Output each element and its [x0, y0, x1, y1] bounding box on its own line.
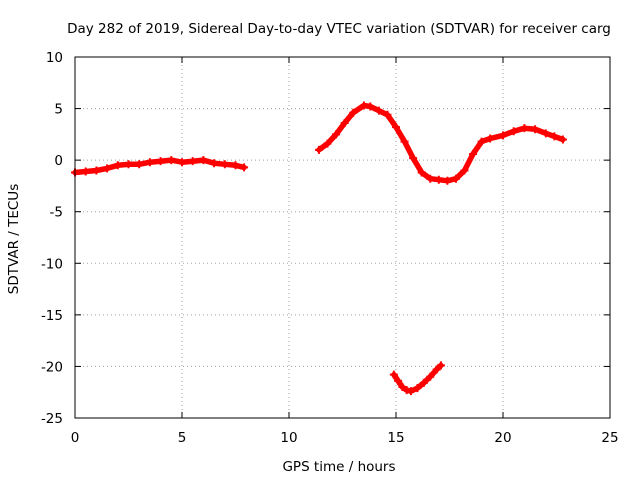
data-point	[366, 102, 375, 111]
chart-title: Day 282 of 2019, Sidereal Day-to-day VTE…	[67, 21, 611, 37]
data-point	[240, 163, 249, 172]
plot-frame	[74, 56, 611, 419]
data-point	[92, 166, 101, 175]
data-point	[434, 175, 443, 184]
data-point	[409, 154, 418, 163]
y-tick-label: -10	[41, 256, 63, 272]
series-segment-2	[314, 101, 567, 185]
data-point	[340, 119, 349, 128]
data-point	[499, 131, 507, 140]
y-tick-label: 10	[46, 50, 63, 66]
x-tick-label: 10	[280, 430, 297, 446]
data-point	[413, 384, 422, 393]
data-point	[188, 157, 197, 166]
x-tick-label: 0	[71, 430, 80, 446]
data-point	[451, 174, 460, 183]
data-point	[486, 134, 495, 143]
data-point	[178, 158, 186, 167]
data-point	[231, 161, 240, 170]
data-point	[436, 361, 445, 370]
series-line	[316, 102, 566, 184]
grid-lines	[75, 57, 610, 418]
data-point	[135, 160, 144, 169]
data-point	[383, 110, 392, 119]
data-point	[402, 386, 411, 395]
data-point	[550, 132, 559, 141]
data-point	[392, 123, 400, 132]
x-tick-label: 20	[494, 430, 511, 446]
data-point	[520, 124, 529, 133]
y-tick-label: -5	[50, 205, 63, 221]
data-point	[394, 376, 403, 385]
data-point	[389, 370, 398, 379]
data-point	[541, 129, 550, 138]
data-point	[124, 160, 133, 169]
y-axis-label: SDTVAR / TECUs	[6, 184, 22, 294]
axis-ticks: 0 5 10 15 20 25 10 5 0 -5 -10 -15 -20 -25	[41, 50, 619, 446]
y-tick-label: -15	[41, 308, 63, 324]
data-point	[167, 156, 176, 165]
data-point	[332, 130, 341, 139]
data-point	[374, 106, 383, 115]
data-point	[400, 137, 409, 146]
data-point	[210, 159, 219, 168]
data-point	[398, 383, 407, 392]
data-point	[314, 145, 323, 154]
data-point	[469, 149, 478, 158]
data-point	[558, 135, 567, 144]
data-point	[359, 101, 368, 110]
data-point	[323, 139, 332, 148]
data-point	[199, 156, 208, 165]
y-tick-label: 0	[54, 153, 63, 169]
x-axis-label: GPS time / hours	[282, 459, 395, 475]
data-point	[156, 157, 165, 166]
series-line	[391, 362, 444, 394]
data-point	[103, 164, 112, 173]
data-point	[220, 160, 229, 169]
data-point	[460, 166, 469, 175]
data-point	[417, 168, 426, 177]
data-point	[81, 167, 90, 176]
data-point	[509, 127, 518, 136]
data-point	[349, 108, 358, 117]
x-tick-label: 15	[387, 430, 404, 446]
data-point	[113, 161, 122, 170]
x-tick-label: 5	[178, 430, 187, 446]
series-segment-3	[389, 361, 445, 396]
y-tick-label: -25	[41, 411, 63, 427]
data-point	[419, 378, 428, 387]
data-point	[145, 158, 154, 167]
data-series	[71, 101, 567, 396]
data-point	[426, 174, 435, 183]
y-tick-label: -20	[41, 359, 63, 375]
data-point	[426, 372, 435, 381]
data-point	[443, 176, 452, 185]
data-point	[432, 365, 441, 374]
data-point	[406, 387, 415, 396]
x-tick-label: 25	[601, 430, 618, 446]
data-point	[477, 137, 486, 146]
y-tick-label: 5	[54, 102, 63, 118]
data-point	[531, 125, 540, 134]
series-segment-1	[71, 156, 249, 177]
